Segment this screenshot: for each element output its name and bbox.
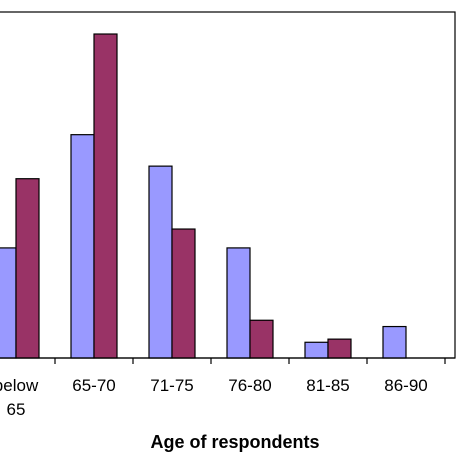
bar-series-1: [382, 325, 407, 359]
x-tick-label: 81-85: [306, 376, 349, 395]
x-axis-title: Age of respondents: [150, 432, 319, 452]
x-tick-label: 76-80: [228, 376, 271, 395]
x-tick-label-line: 81-85: [306, 376, 349, 395]
x-tick-label-line: below: [0, 376, 39, 395]
bar-series-1: [304, 341, 329, 359]
x-tick-label: below 65: [0, 376, 39, 419]
bar-series-1: [148, 165, 173, 359]
x-ticks-group: [54, 358, 446, 364]
bar-series-1: [70, 134, 95, 359]
bar-series-2: [15, 178, 40, 359]
x-tick-label: 71-75: [150, 376, 193, 395]
bars-group: [0, 33, 407, 359]
bar-series-1: [226, 247, 251, 359]
x-tick-label-line: 86-90: [384, 376, 427, 395]
x-tick-label: 86-90: [384, 376, 427, 395]
x-tick-label-line: 65-70: [72, 376, 115, 395]
x-tick-label-line: 65: [7, 400, 26, 419]
x-tick-labels-group: below 65 65-70 71-75 76-80 81-85 86-90: [0, 376, 428, 419]
x-tick-label: 65-70: [72, 376, 115, 395]
x-tick-label-line: 71-75: [150, 376, 193, 395]
bar-series-2: [171, 228, 196, 359]
bar-series-2: [93, 33, 118, 359]
bar-series-2: [249, 319, 274, 359]
bar-series-1: [0, 247, 17, 359]
bar-series-2: [327, 338, 352, 359]
x-tick-label-line: 76-80: [228, 376, 271, 395]
